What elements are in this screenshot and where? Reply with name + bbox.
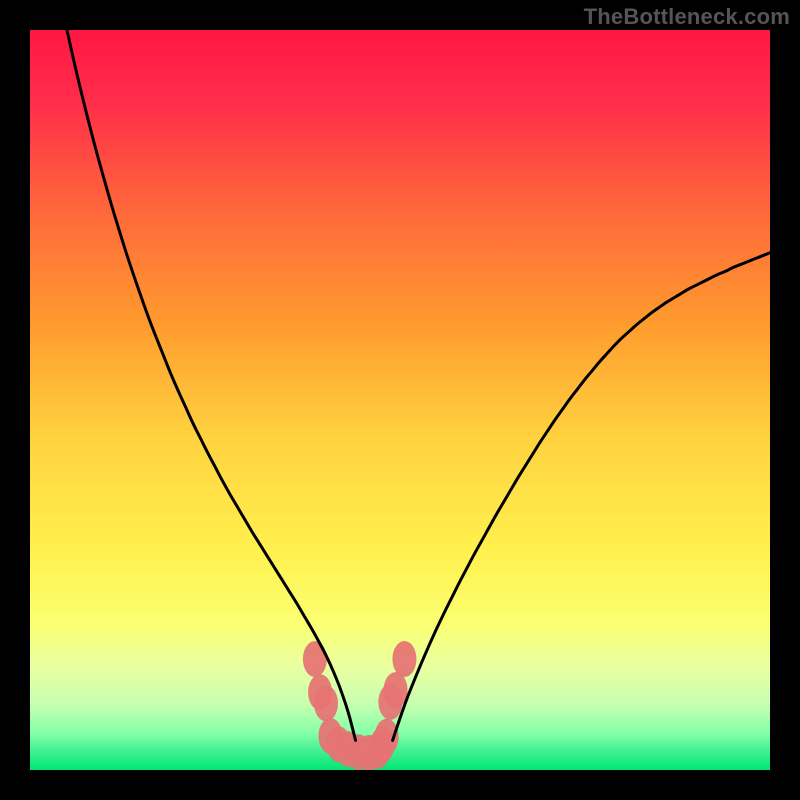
chart-container: TheBottleneck.com	[0, 0, 800, 800]
data-marker	[392, 641, 416, 677]
data-marker	[303, 641, 327, 677]
bottleneck-chart	[0, 0, 800, 800]
watermark-text: TheBottleneck.com	[584, 4, 790, 30]
data-marker	[314, 685, 338, 721]
